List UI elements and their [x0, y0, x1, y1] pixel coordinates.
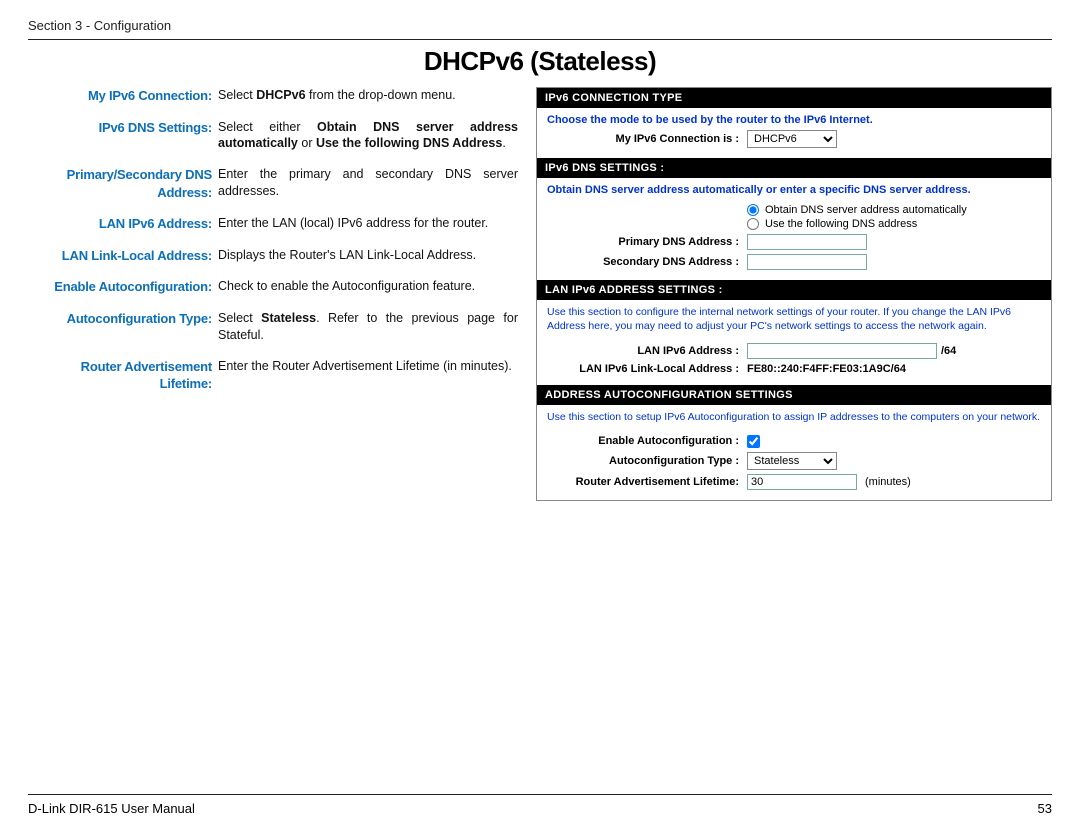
definition-row: Enable Autoconfiguration:Check to enable…: [28, 278, 518, 296]
ipv6-conn-type-header: IPv6 CONNECTION TYPE: [537, 88, 1051, 108]
ra-lifetime-label: Router Advertisement Lifetime:: [547, 476, 747, 488]
definition-term: My IPv6 Connection:: [28, 87, 218, 105]
page-footer: D-Link DIR-615 User Manual 53: [28, 788, 1052, 816]
divider: [28, 39, 1052, 40]
ipv6-conn-desc: Choose the mode to be used by the router…: [547, 114, 1041, 126]
definition-term: Autoconfiguration Type:: [28, 310, 218, 344]
definition-term: LAN IPv6 Address:: [28, 215, 218, 233]
definition-desc: Displays the Router's LAN Link-Local Add…: [218, 247, 518, 265]
ipv6-connection-select[interactable]: DHCPv6: [747, 130, 837, 148]
definitions-column: My IPv6 Connection:Select DHCPv6 from th…: [28, 87, 518, 501]
lan-ipv6-desc: Use this section to configure the intern…: [547, 306, 1041, 333]
primary-dns-label: Primary DNS Address :: [547, 236, 747, 248]
lan-ipv6-suffix: /64: [941, 345, 956, 357]
dns-auto-radio[interactable]: [747, 204, 759, 216]
definition-desc: Enter the LAN (local) IPv6 address for t…: [218, 215, 518, 233]
definition-term: Primary/Secondary DNS Address:: [28, 166, 218, 201]
dns-manual-radio[interactable]: [747, 218, 759, 230]
primary-dns-input[interactable]: [747, 234, 867, 250]
lan-ipv6-addr-label: LAN IPv6 Address :: [547, 345, 747, 357]
definition-desc: Select Stateless. Refer to the previous …: [218, 310, 518, 344]
router-ui-panel: IPv6 CONNECTION TYPE Choose the mode to …: [536, 87, 1052, 501]
definition-desc: Select either Obtain DNS server address …: [218, 119, 518, 153]
definition-term: Enable Autoconfiguration:: [28, 278, 218, 296]
definition-term: Router Advertisement Lifetime:: [28, 358, 218, 393]
definition-row: Autoconfiguration Type:Select Stateless.…: [28, 310, 518, 344]
ipv6-conn-label: My IPv6 Connection is :: [547, 133, 747, 145]
dns-desc: Obtain DNS server address automatically …: [547, 184, 1041, 196]
definition-row: LAN Link-Local Address:Displays the Rout…: [28, 247, 518, 265]
lan-ll-label: LAN IPv6 Link-Local Address :: [547, 363, 747, 375]
autoconf-header: ADDRESS AUTOCONFIGURATION SETTINGS: [537, 385, 1051, 405]
ra-lifetime-unit: (minutes): [865, 476, 911, 488]
dns-manual-label: Use the following DNS address: [765, 218, 917, 230]
footer-manual: D-Link DIR-615 User Manual: [28, 801, 195, 816]
page-title: DHCPv6 (Stateless): [28, 46, 1052, 77]
definition-row: My IPv6 Connection:Select DHCPv6 from th…: [28, 87, 518, 105]
definition-term: LAN Link-Local Address:: [28, 247, 218, 265]
definition-desc: Select DHCPv6 from the drop-down menu.: [218, 87, 518, 105]
dns-auto-label: Obtain DNS server address automatically: [765, 204, 967, 216]
enable-autoconf-label: Enable Autoconfiguration :: [547, 435, 747, 447]
autoconf-type-label: Autoconfiguration Type :: [547, 455, 747, 467]
definition-desc: Check to enable the Autoconfiguration fe…: [218, 278, 518, 296]
dns-settings-header: IPv6 DNS SETTINGS :: [537, 158, 1051, 178]
secondary-dns-input[interactable]: [747, 254, 867, 270]
autoconf-desc: Use this section to setup IPv6 Autoconfi…: [547, 411, 1041, 425]
definition-row: Primary/Secondary DNS Address:Enter the …: [28, 166, 518, 201]
lan-ll-value: FE80::240:F4FF:FE03:1A9C/64: [747, 363, 906, 375]
definition-row: IPv6 DNS Settings:Select either Obtain D…: [28, 119, 518, 153]
lan-ipv6-addr-input[interactable]: [747, 343, 937, 359]
definition-row: Router Advertisement Lifetime:Enter the …: [28, 358, 518, 393]
footer-page: 53: [1038, 801, 1052, 816]
section-header: Section 3 - Configuration: [28, 18, 1052, 39]
enable-autoconf-checkbox[interactable]: [747, 435, 760, 448]
autoconf-type-select[interactable]: Stateless: [747, 452, 837, 470]
secondary-dns-label: Secondary DNS Address :: [547, 256, 747, 268]
definition-desc: Enter the primary and secondary DNS serv…: [218, 166, 518, 201]
definition-desc: Enter the Router Advertisement Lifetime …: [218, 358, 518, 393]
lan-ipv6-header: LAN IPv6 ADDRESS SETTINGS :: [537, 280, 1051, 300]
ra-lifetime-input[interactable]: [747, 474, 857, 490]
definition-term: IPv6 DNS Settings:: [28, 119, 218, 153]
definition-row: LAN IPv6 Address:Enter the LAN (local) I…: [28, 215, 518, 233]
